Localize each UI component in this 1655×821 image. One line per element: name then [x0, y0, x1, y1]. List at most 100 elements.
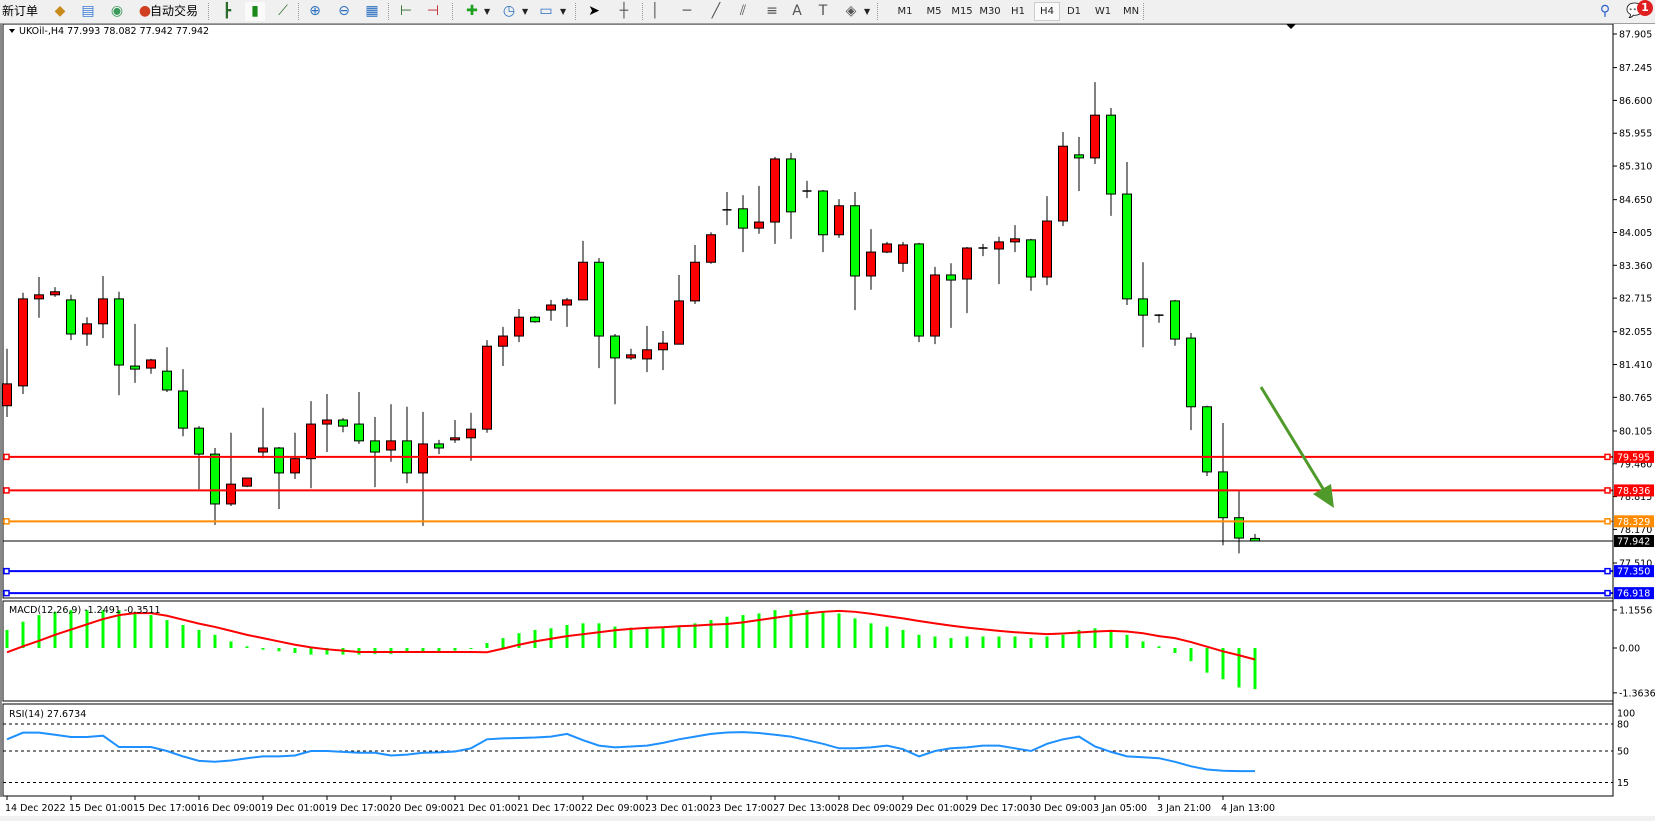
timeframe-m15-button[interactable]: M15 [951, 6, 973, 17]
candle[interactable] [546, 299, 556, 321]
line-anchor-handle[interactable] [1604, 487, 1611, 494]
candle[interactable] [1042, 196, 1052, 286]
trend-arrow[interactable] [1259, 386, 1327, 493]
candle[interactable] [66, 294, 76, 341]
candle[interactable] [498, 326, 508, 367]
candle[interactable] [562, 297, 572, 327]
fibonacci-icon[interactable]: ≡ [766, 3, 778, 19]
candle[interactable] [658, 330, 668, 371]
candle[interactable] [578, 240, 588, 301]
candle[interactable] [34, 276, 44, 318]
text-icon[interactable]: A [792, 3, 802, 19]
candle[interactable] [946, 263, 956, 328]
new-order-button[interactable]: 新订单 [1, 4, 38, 18]
chart-shift-marker-icon[interactable] [1286, 24, 1296, 29]
candle[interactable] [786, 152, 796, 239]
candle[interactable] [818, 189, 828, 253]
auto-trading-button[interactable]: 自动交易 [149, 4, 198, 18]
cursor-icon[interactable]: ➤ [588, 3, 600, 19]
bar-chart-icon[interactable]: ┣ [222, 3, 232, 19]
candle[interactable] [1122, 161, 1132, 305]
candle[interactable] [706, 232, 716, 264]
horizontal-line-icon[interactable]: ─ [682, 3, 692, 19]
line-anchor-handle[interactable] [3, 567, 10, 575]
candle[interactable] [450, 420, 460, 443]
shapes-icon[interactable]: ◈ [845, 3, 857, 19]
search-icon[interactable]: ⚲ [1599, 3, 1611, 19]
candle[interactable] [242, 477, 252, 488]
candle[interactable] [1218, 423, 1228, 546]
line-anchor-handle[interactable] [3, 589, 10, 597]
tile-windows-icon[interactable]: ▦ [365, 3, 379, 19]
candle[interactable] [2, 348, 12, 417]
zoom-in-icon[interactable]: ⊕ [309, 3, 321, 19]
candle[interactable] [1138, 262, 1148, 348]
candle[interactable] [674, 274, 684, 345]
chart-menu-triangle-icon[interactable] [9, 29, 15, 33]
periods-dropdown-icon[interactable]: ▼ [522, 7, 529, 16]
candle[interactable] [338, 417, 348, 433]
candle[interactable] [930, 266, 940, 345]
candle[interactable] [898, 241, 908, 272]
line-anchor-handle[interactable] [3, 453, 10, 461]
line-anchor-handle[interactable] [1604, 589, 1611, 597]
shapes-dropdown-icon[interactable]: ▼ [864, 7, 871, 16]
candle[interactable] [1058, 131, 1068, 227]
candle[interactable] [594, 258, 604, 369]
candle[interactable] [1010, 225, 1020, 253]
candle[interactable] [114, 291, 124, 396]
timeframe-m30-button[interactable]: M30 [979, 6, 1001, 17]
candle[interactable] [722, 192, 732, 226]
vertical-line-icon[interactable]: │ [650, 3, 660, 19]
trendline-icon[interactable]: ╱ [711, 3, 721, 19]
candle[interactable] [1106, 108, 1116, 216]
candle[interactable] [370, 416, 380, 488]
line-anchor-handle[interactable] [1604, 518, 1611, 525]
candle[interactable] [866, 229, 876, 290]
candle[interactable] [882, 241, 892, 254]
candle[interactable] [82, 317, 92, 346]
candle[interactable] [466, 412, 476, 461]
candle[interactable] [1090, 82, 1100, 165]
candle[interactable] [626, 348, 636, 360]
indicators-icon[interactable]: ✚ [466, 3, 478, 19]
candle[interactable] [162, 347, 172, 393]
timeframe-d1-button[interactable]: D1 [1066, 6, 1082, 17]
timeframe-w1-button[interactable]: W1 [1094, 6, 1112, 17]
candle[interactable] [1202, 405, 1212, 476]
candle[interactable] [1074, 137, 1084, 191]
line-chart-icon[interactable]: ⟋ [278, 3, 288, 19]
equidistant-channel-icon[interactable]: ⫽ [739, 3, 747, 19]
candle[interactable] [50, 287, 60, 297]
candle[interactable] [146, 358, 156, 374]
candle[interactable] [994, 236, 1004, 285]
timeframe-h1-button[interactable]: H1 [1011, 6, 1025, 17]
candle[interactable] [482, 340, 492, 433]
terminal-icon[interactable]: ▤ [81, 3, 95, 19]
timeframe-mn-button[interactable]: MN [1122, 6, 1140, 17]
line-anchor-handle[interactable] [3, 487, 10, 494]
zoom-out-icon[interactable]: ⊖ [338, 3, 350, 19]
candle[interactable] [18, 292, 28, 395]
candle[interactable] [610, 333, 620, 405]
candle[interactable] [690, 244, 700, 304]
timeframe-m1-button[interactable]: M1 [897, 6, 913, 17]
candle[interactable] [770, 156, 780, 244]
candle[interactable] [642, 325, 652, 373]
candle[interactable] [754, 185, 764, 234]
candle[interactable] [210, 447, 220, 525]
candle[interactable] [850, 192, 860, 311]
periods-icon[interactable]: ◷ [502, 3, 516, 19]
timeframe-h4-button[interactable]: H4 [1034, 2, 1060, 21]
candlestick-icon[interactable]: ▮ [245, 2, 265, 21]
candle[interactable] [226, 432, 236, 507]
line-anchor-handle[interactable] [1604, 567, 1611, 575]
candle[interactable] [322, 394, 332, 453]
candle[interactable] [290, 432, 300, 480]
candle[interactable] [434, 439, 444, 455]
crosshair-icon[interactable]: ┼ [619, 3, 629, 19]
candle[interactable] [1170, 299, 1180, 346]
notification-badge[interactable]: 1 [1637, 0, 1653, 16]
candle[interactable] [962, 246, 972, 314]
